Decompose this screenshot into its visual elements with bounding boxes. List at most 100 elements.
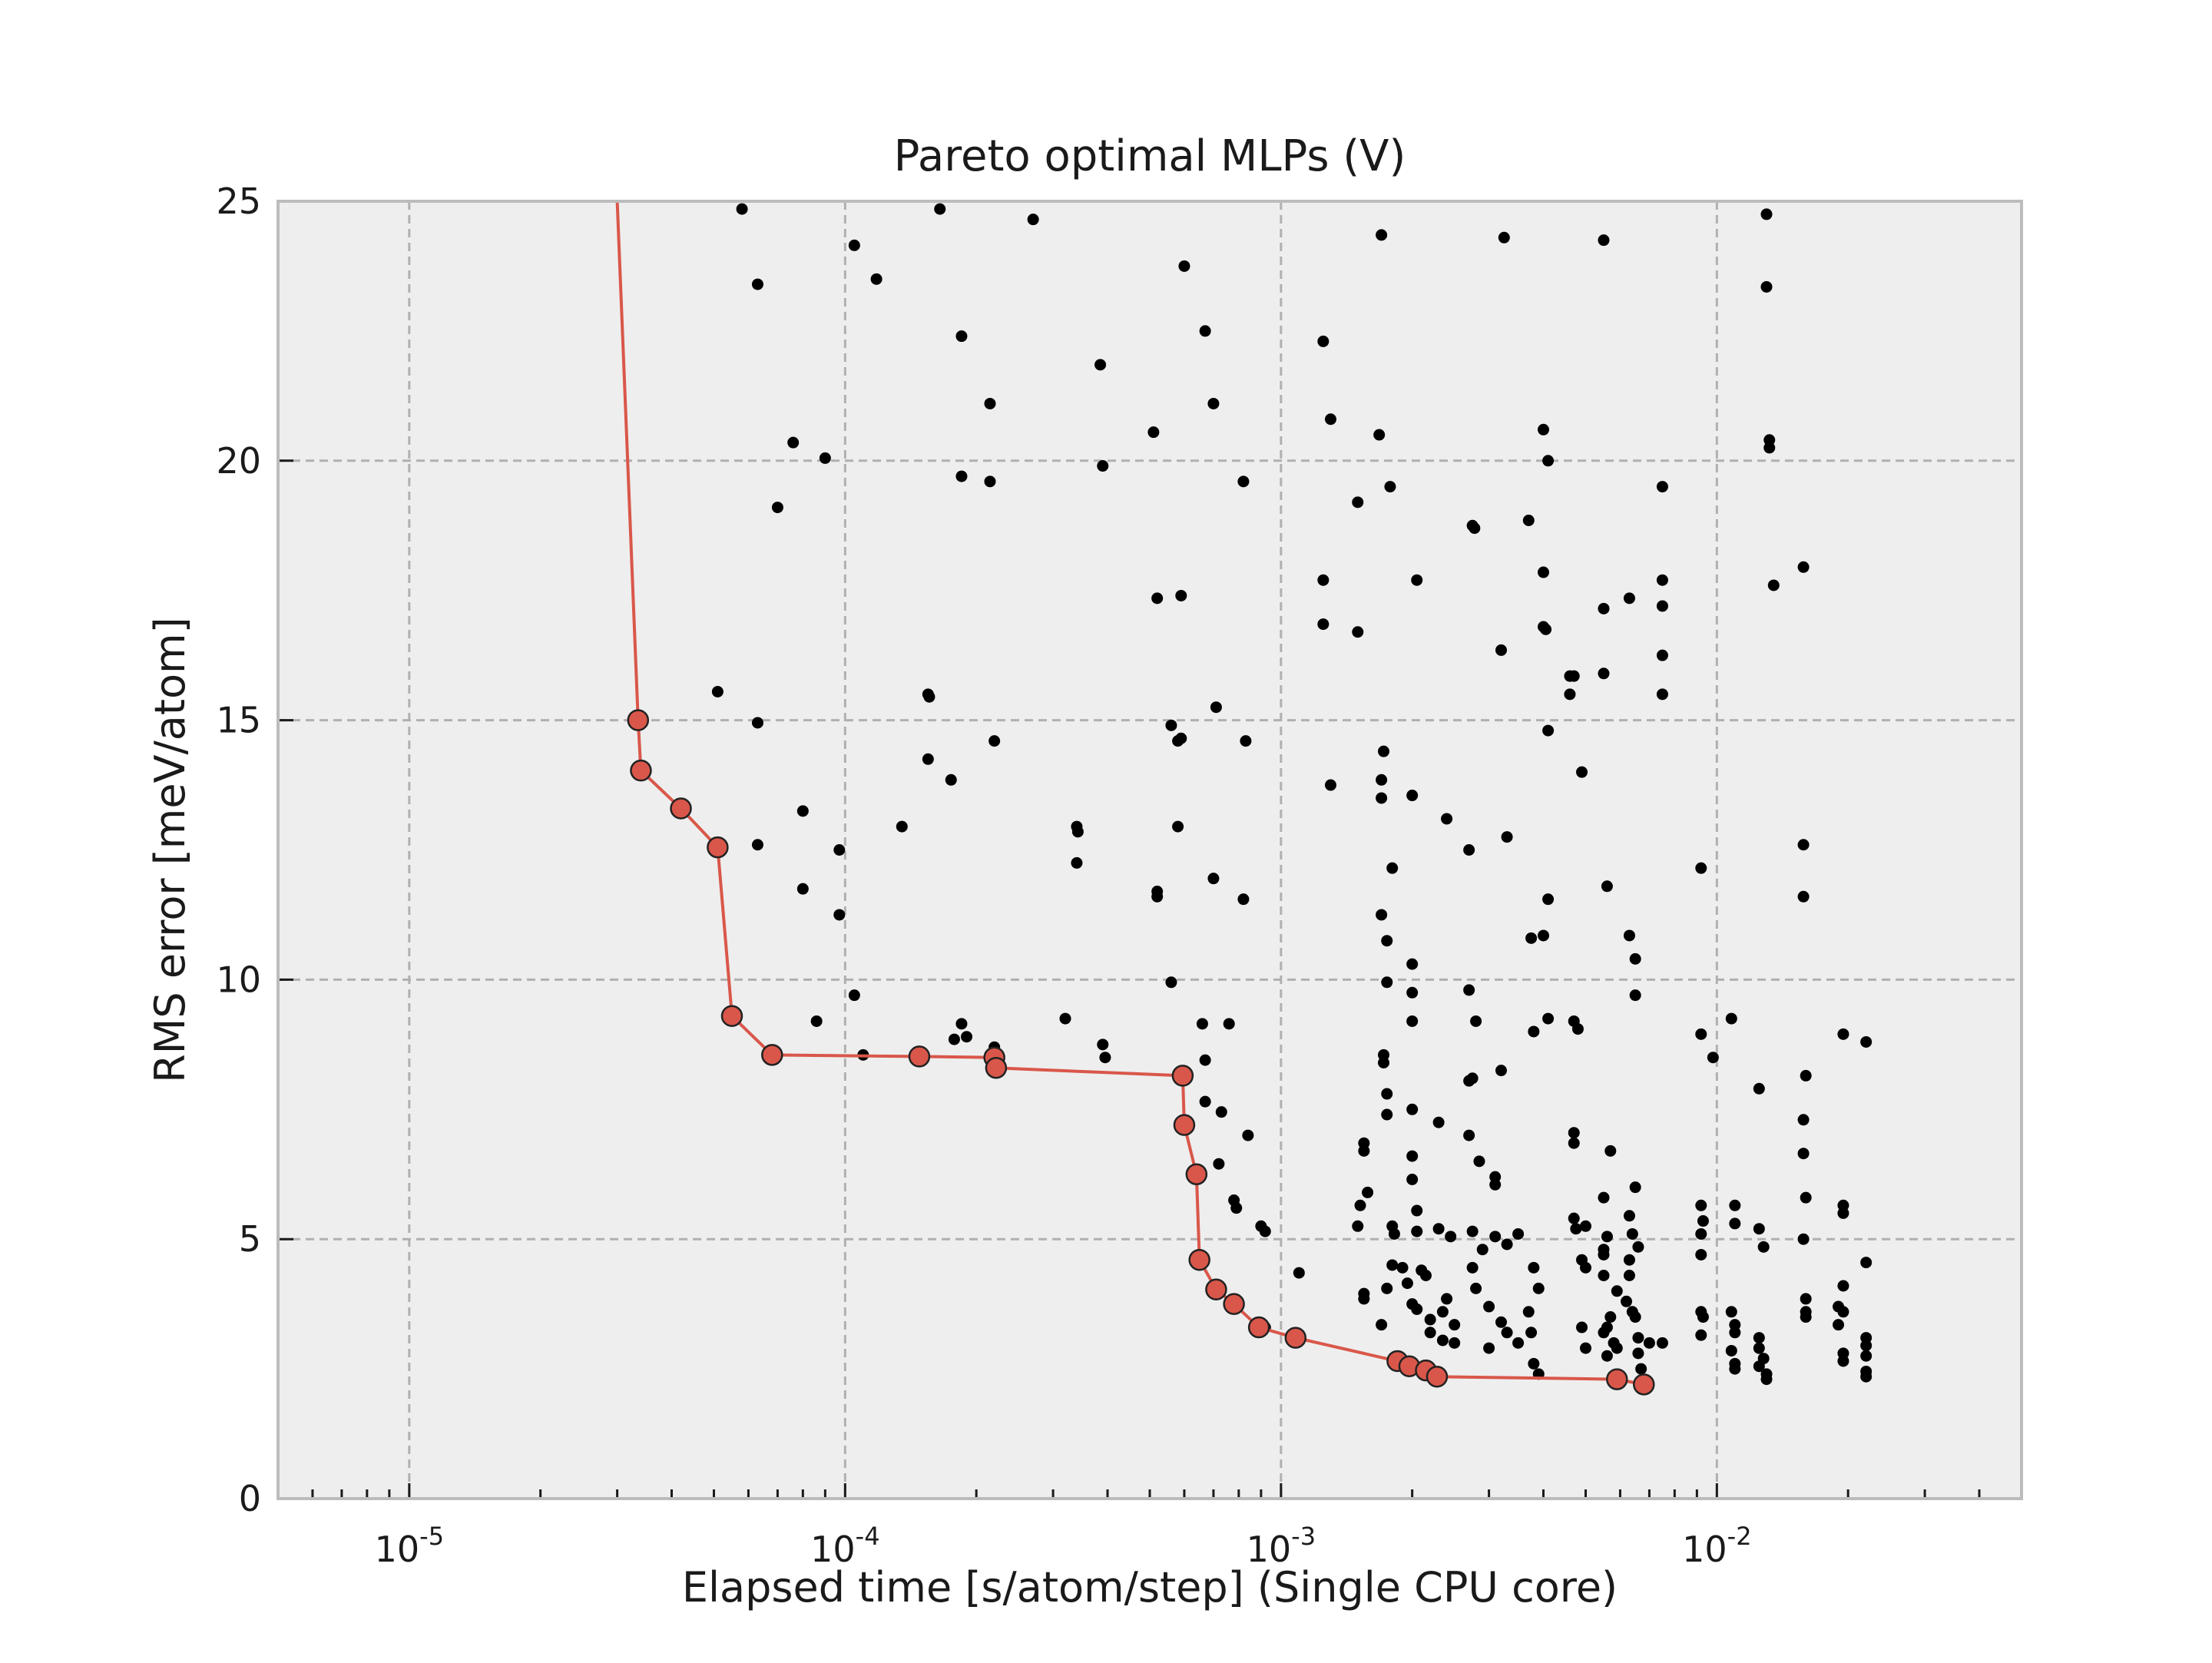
data-point xyxy=(1860,1350,1873,1362)
data-point xyxy=(1071,826,1084,838)
data-point xyxy=(1568,1127,1580,1139)
data-point xyxy=(1695,1248,1707,1261)
data-point xyxy=(1635,1363,1647,1375)
data-point xyxy=(1396,1261,1409,1274)
data-point xyxy=(1629,1181,1641,1194)
data-point xyxy=(1175,732,1187,744)
data-point xyxy=(1707,1052,1719,1064)
data-point xyxy=(1542,1012,1555,1025)
pareto-point xyxy=(1173,1114,1196,1136)
data-point xyxy=(819,452,831,464)
data-point xyxy=(751,278,763,290)
data-point xyxy=(1598,602,1610,615)
data-point xyxy=(955,330,968,343)
data-point xyxy=(1377,1056,1389,1068)
data-point xyxy=(1324,413,1336,426)
data-point xyxy=(870,273,882,285)
data-point xyxy=(1094,359,1107,371)
data-point xyxy=(1432,1223,1445,1235)
data-point xyxy=(1598,1191,1610,1204)
data-point xyxy=(955,1018,968,1030)
data-point xyxy=(1860,1370,1873,1383)
data-point xyxy=(1449,1337,1461,1349)
data-point xyxy=(1525,1327,1538,1339)
data-point xyxy=(1411,1204,1423,1217)
data-point xyxy=(1632,1332,1644,1344)
data-point xyxy=(1629,1311,1641,1323)
data-point xyxy=(1695,1227,1707,1240)
data-point xyxy=(1767,579,1780,591)
data-point xyxy=(1473,1155,1485,1168)
data-point xyxy=(1466,1261,1479,1274)
y-tick-label: 15 xyxy=(216,700,261,741)
data-point xyxy=(1358,1293,1370,1305)
data-point xyxy=(1753,1223,1765,1235)
data-point xyxy=(1213,1158,1225,1170)
data-point xyxy=(1376,774,1388,786)
data-point xyxy=(1401,1277,1413,1290)
data-point xyxy=(1240,735,1252,747)
data-point xyxy=(1729,1199,1741,1211)
data-point xyxy=(1317,574,1330,586)
data-point xyxy=(1381,976,1393,989)
data-point xyxy=(923,691,935,703)
data-point xyxy=(1601,880,1613,893)
data-point xyxy=(1165,719,1177,731)
data-point xyxy=(934,203,946,215)
data-point xyxy=(1643,1337,1655,1349)
data-point xyxy=(1099,1052,1111,1064)
data-point xyxy=(1621,1295,1633,1307)
data-point xyxy=(1463,844,1475,856)
data-point xyxy=(1027,214,1039,226)
data-point xyxy=(1172,820,1184,833)
data-point xyxy=(1753,1332,1765,1344)
data-point xyxy=(1797,890,1810,903)
data-point xyxy=(1483,1300,1495,1313)
pareto-front xyxy=(615,200,1655,1396)
data-point xyxy=(1837,1028,1849,1040)
data-point xyxy=(1381,1108,1393,1121)
data-point xyxy=(1424,1327,1436,1339)
data-point xyxy=(1695,1329,1707,1341)
data-point xyxy=(1386,862,1399,874)
data-point xyxy=(1532,1282,1545,1294)
data-point xyxy=(1376,909,1388,921)
data-point xyxy=(1695,1199,1707,1211)
candidate-points xyxy=(711,203,1873,1386)
data-point xyxy=(1833,1319,1845,1331)
data-point xyxy=(1760,280,1773,293)
y-tick-labels: 0 5 10 15 20 25 xyxy=(216,181,261,1519)
data-point xyxy=(1512,1227,1525,1240)
pareto-point xyxy=(908,1045,931,1068)
data-point xyxy=(1623,1269,1635,1281)
data-point xyxy=(1470,1282,1482,1294)
y-axis-label: RMS error [meV/atom] xyxy=(146,617,194,1082)
pareto-point xyxy=(985,1057,1008,1079)
data-point xyxy=(1406,1174,1419,1186)
plot-frame xyxy=(276,200,2023,1500)
data-point xyxy=(1568,1212,1580,1224)
data-point xyxy=(833,909,846,921)
data-point xyxy=(1495,644,1508,656)
data-point xyxy=(1059,1012,1071,1025)
data-point xyxy=(1623,1254,1635,1266)
data-point xyxy=(1469,522,1481,535)
data-point xyxy=(1568,1137,1580,1149)
data-point xyxy=(1656,688,1668,701)
x-tick-label: 10-3 xyxy=(1247,1522,1316,1570)
data-point xyxy=(1432,1116,1445,1128)
data-point xyxy=(1568,670,1580,682)
data-point xyxy=(1466,1225,1479,1237)
pareto-point xyxy=(720,1005,743,1027)
data-point xyxy=(1760,208,1773,220)
data-point xyxy=(1424,1314,1436,1326)
data-point xyxy=(1498,231,1510,243)
data-point xyxy=(1860,1340,1873,1352)
data-point xyxy=(1388,1227,1400,1240)
data-point xyxy=(1629,952,1641,965)
data-point xyxy=(1495,1316,1508,1328)
data-point xyxy=(1476,1244,1488,1256)
data-point xyxy=(1441,1293,1453,1305)
